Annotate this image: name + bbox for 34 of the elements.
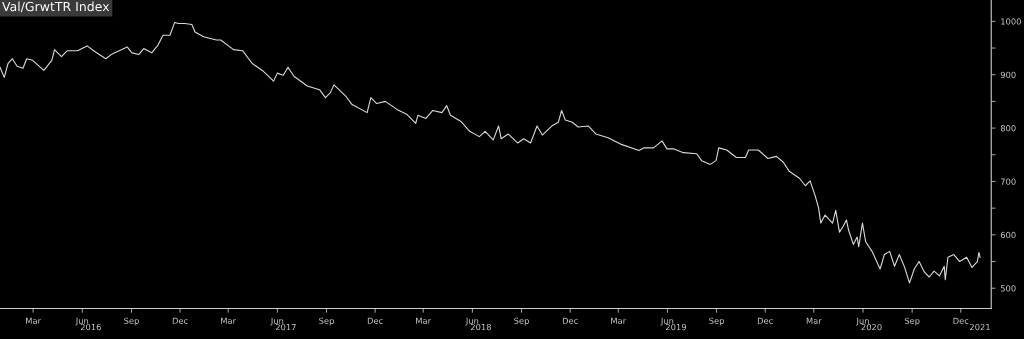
x2-tick-label: 2016 [80,323,101,331]
x-tick-label: Mar [416,317,432,324]
x-tick-label: Jun [856,317,869,326]
x-tick-label: Jun [465,317,479,326]
x-tick-label: Mar [221,317,237,324]
y-tick-label: 900 [1000,71,1016,79]
x-tick-label: Dec [367,317,383,324]
x-tick-label: Mar [611,317,627,324]
x-tick-label: Dec [562,317,578,324]
x-tick-label: Mar [26,317,41,324]
y-tick-label: 600 [1000,231,1016,239]
x-tick-label: Sep [124,317,139,326]
x-tick-label: Sep [904,317,920,326]
x2-tick-label: 2017 [275,323,296,331]
x-tick-label: Jun [660,317,674,326]
x-tick-label: Sep [319,317,334,326]
x2-tick-label: 2020 [861,323,882,331]
y-tick-label: 500 [1000,285,1016,292]
x-tick-label: Sep [514,317,529,326]
x2-tick-label: 2018 [470,323,491,331]
x-tick-label: Dec [172,317,188,324]
y-tick-label: 800 [1000,125,1016,132]
x-tick-label: Mar [806,317,822,324]
x-tick-label: Dec [757,317,773,324]
x-tick-label: Jun [270,317,284,326]
y-tick-label: 1000 [1001,18,1021,25]
x-tick-label: Jun [75,317,89,326]
chart-title: Val/GrwtTR Index [2,1,110,13]
y-tick-label: 700 [1000,178,1016,185]
x-tick-label: Sep [709,317,724,326]
x2-tick-label: 2021 [970,323,990,331]
x-tick-label: Dec [953,317,969,324]
x2-tick-label: 2019 [665,323,686,331]
line-series [0,21,981,284]
